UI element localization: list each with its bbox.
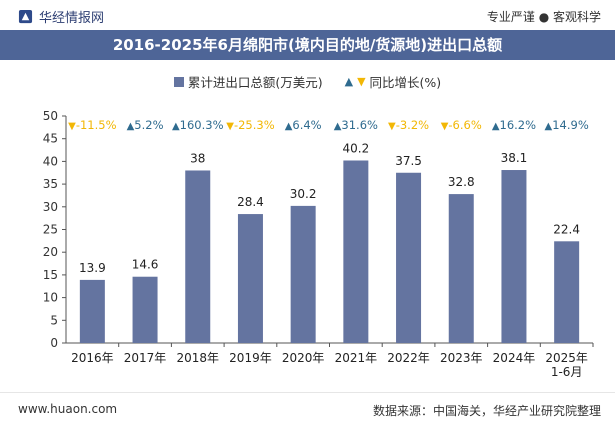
bar — [290, 205, 316, 343]
triangle-up-icon: ▲ — [344, 75, 354, 88]
x-tick-label: 2017年 — [124, 351, 167, 365]
y-tick-label: 25 — [43, 223, 58, 237]
x-tick-label: 2025年 — [545, 351, 588, 365]
y-tick-label: 20 — [43, 245, 58, 259]
chart-title: 2016-2025年6月绵阳市(境内目的地/货源地)进出口总额 — [0, 30, 615, 60]
bar — [237, 214, 263, 343]
bar — [185, 170, 211, 343]
bar — [501, 170, 527, 343]
x-tick-label: 2018年 — [176, 351, 219, 365]
growth-label: ▲5.2% — [127, 118, 164, 132]
x-tick-label: 2016年 — [71, 351, 114, 365]
tagline: 专业严谨 ● 客观科学 — [486, 10, 601, 24]
y-tick-label: 30 — [43, 200, 58, 214]
legend-item-total: 累计进出口总额(万美元) — [173, 72, 323, 91]
growth-label: ▲6.4% — [285, 118, 322, 132]
x-tick-label: 2019年 — [229, 351, 272, 365]
footer: www.huaon.com 数据来源：中国海关，华经产业研究院整理 — [0, 392, 615, 428]
growth-label: ▲160.3% — [172, 118, 224, 132]
growth-label: ▼-11.5% — [68, 118, 116, 132]
legend-label-total: 累计进出口总额(万美元) — [187, 75, 323, 90]
y-tick-label: 15 — [43, 268, 58, 282]
bar — [448, 194, 474, 343]
legend-label-growth: 同比增长(%) — [369, 75, 442, 90]
x-tick-label: 2022年 — [387, 351, 430, 365]
bar-value-label: 38 — [190, 151, 205, 165]
bar-value-label: 14.6 — [132, 258, 159, 272]
footer-source: 数据来源：中国海关，华经产业研究院整理 — [372, 404, 601, 418]
y-tick-label: 40 — [43, 154, 58, 168]
logo-icon — [18, 9, 33, 24]
chart-legend: 累计进出口总额(万美元) ▲ ▼ 同比增长(%) — [0, 72, 615, 91]
x-tick-label: 2023年 — [440, 351, 483, 365]
y-tick-label: 0 — [50, 336, 58, 350]
bar-value-label: 22.4 — [553, 222, 580, 236]
bar — [343, 160, 369, 343]
bar-value-label: 28.4 — [237, 195, 264, 209]
y-tick-label: 35 — [43, 177, 58, 191]
top-bar: 华经情报网 专业严谨 ● 客观科学 — [0, 0, 615, 30]
growth-label: ▲16.2% — [492, 118, 536, 132]
y-tick-label: 50 — [43, 109, 58, 123]
bar — [554, 241, 580, 343]
triangle-down-icon: ▼ — [357, 75, 366, 88]
bar-value-label: 32.8 — [448, 175, 475, 189]
x-tick-label: 2021年 — [335, 351, 378, 365]
footer-site: www.huaon.com — [18, 402, 118, 416]
bar — [132, 276, 158, 343]
bar — [79, 279, 105, 343]
growth-label: ▲14.9% — [545, 118, 589, 132]
bar — [396, 172, 422, 343]
x-tick-label: 2024年 — [493, 351, 536, 365]
x-tick-label: 1-6月 — [551, 365, 583, 379]
growth-label: ▲31.6% — [334, 118, 378, 132]
bar-value-label: 30.2 — [290, 187, 317, 201]
y-tick-label: 10 — [43, 291, 58, 305]
bar-value-label: 13.9 — [79, 261, 106, 275]
bar-swatch-icon — [173, 76, 184, 87]
x-tick-label: 2020年 — [282, 351, 325, 365]
legend-item-growth: ▲ ▼ 同比增长(%) — [345, 72, 442, 91]
bar-value-label: 40.2 — [342, 141, 369, 155]
y-tick-label: 5 — [50, 313, 58, 327]
growth-label: ▼-25.3% — [226, 118, 274, 132]
bar-value-label: 38.1 — [501, 151, 528, 165]
y-tick-label: 45 — [43, 132, 58, 146]
brand-name: 华经情报网 — [39, 11, 105, 26]
growth-label: ▼-6.6% — [441, 118, 482, 132]
brand: 华经情报网 — [18, 7, 104, 26]
growth-label: ▼-3.2% — [388, 118, 429, 132]
bar-value-label: 37.5 — [395, 154, 422, 168]
